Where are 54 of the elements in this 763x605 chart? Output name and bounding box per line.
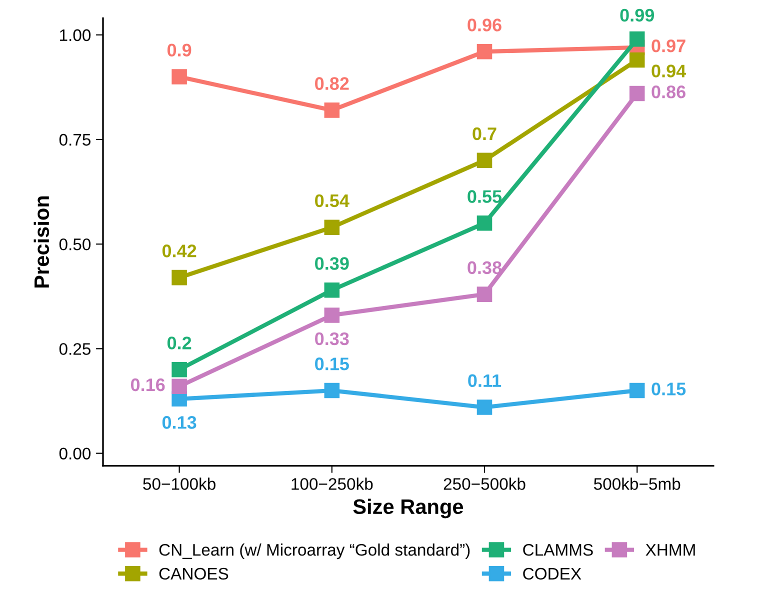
point bbox=[629, 31, 645, 47]
point bbox=[629, 86, 645, 102]
point bbox=[172, 362, 187, 378]
data-label: 0.99 bbox=[620, 8, 654, 22]
x-axis-title: Size Range bbox=[353, 498, 464, 518]
x-tick-label: 100−250kb bbox=[292, 478, 373, 490]
point bbox=[629, 382, 645, 398]
point bbox=[172, 270, 187, 286]
legend-label: CODEX bbox=[523, 568, 582, 580]
data-label: 0.33 bbox=[315, 332, 349, 346]
point bbox=[476, 152, 492, 168]
point bbox=[324, 102, 340, 118]
point bbox=[324, 282, 340, 298]
data-label: 0.16 bbox=[130, 378, 165, 392]
data-label: 0.82 bbox=[315, 77, 349, 90]
point bbox=[629, 52, 645, 68]
data-label: 0.11 bbox=[468, 374, 502, 388]
y-tick-label: 0.50 bbox=[59, 238, 91, 250]
data-label: 0.9 bbox=[167, 44, 192, 56]
data-label: 0.86 bbox=[652, 86, 686, 98]
data-label: 0.2 bbox=[167, 336, 192, 350]
point bbox=[324, 308, 340, 323]
x-tick-label: 50−100kb bbox=[143, 478, 216, 490]
data-label: 0.42 bbox=[162, 244, 196, 258]
point bbox=[476, 400, 492, 415]
data-label: 0.55 bbox=[468, 190, 502, 203]
legend-label: XHMM bbox=[646, 544, 695, 556]
y-axis-title: Precision bbox=[34, 196, 50, 288]
legend-label: CN_Learn (w/ Microarray “Gold standard”) bbox=[159, 544, 470, 560]
y-tick-label: 0.75 bbox=[59, 134, 91, 146]
point bbox=[172, 69, 187, 84]
data-label: 0.15 bbox=[652, 382, 686, 396]
data-label: 0.38 bbox=[468, 261, 502, 274]
point bbox=[476, 286, 492, 302]
data-label: 0.15 bbox=[315, 358, 349, 370]
point bbox=[324, 220, 340, 235]
x-tick-label: 500kb−5mb bbox=[594, 478, 680, 490]
x-tick-label: 250−500kb bbox=[444, 478, 526, 490]
data-label: 0.54 bbox=[315, 194, 350, 208]
point bbox=[324, 382, 340, 398]
point bbox=[172, 378, 187, 394]
y-tick-label: 0.25 bbox=[59, 343, 91, 355]
data-label: 0.94 bbox=[652, 64, 686, 78]
y-tick-label: 0.00 bbox=[59, 448, 91, 460]
data-label: 0.96 bbox=[468, 18, 502, 32]
data-label: 0.7 bbox=[472, 127, 496, 140]
legend-label: CANOES bbox=[159, 568, 228, 580]
y-tick-label: 1.00 bbox=[60, 29, 91, 42]
data-label: 0.13 bbox=[162, 416, 196, 429]
point bbox=[476, 216, 492, 231]
point bbox=[476, 44, 492, 60]
legend-label: CLAMMS bbox=[523, 544, 593, 556]
data-label: 0.97 bbox=[652, 40, 686, 52]
data-label: 0.39 bbox=[315, 257, 349, 270]
